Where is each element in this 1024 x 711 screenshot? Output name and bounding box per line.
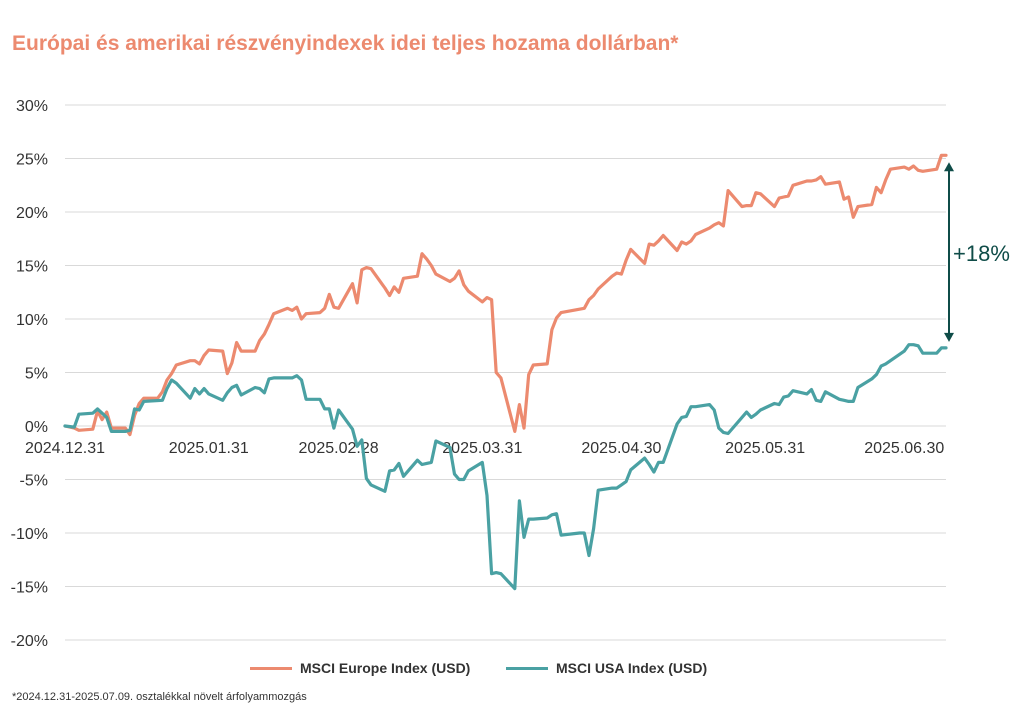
x-axis-tick-labels: 2024.12.31 2025.01.31 2025.02.28 2025.03.31… bbox=[23, 438, 946, 459]
y-tick-label: 10% bbox=[16, 312, 48, 329]
series-lines bbox=[63, 153, 948, 591]
legend-label-usa: MSCI USA Index (USD) bbox=[556, 660, 708, 676]
series-line-europe bbox=[63, 153, 948, 437]
gap-arrowhead-up bbox=[944, 162, 954, 172]
legend-swatch-usa bbox=[506, 666, 548, 670]
gap-annotation: +18% bbox=[944, 162, 1010, 342]
legend-item-europe: MSCI Europe Index (USD) bbox=[250, 660, 470, 676]
footnote: *2024.12.31-2025.07.09. osztalékkal növe… bbox=[12, 691, 307, 703]
x-tick-label: 2025.04.30 bbox=[581, 440, 661, 457]
y-tick-label: 0% bbox=[25, 419, 48, 436]
y-tick-label: 5% bbox=[25, 366, 48, 383]
x-tick-label: 2025.05.31 bbox=[725, 440, 805, 457]
y-tick-label: -10% bbox=[11, 526, 48, 543]
x-tick-label: 2025.06.30 bbox=[864, 440, 944, 457]
x-tick-label: 2025.02.28 bbox=[299, 440, 379, 457]
y-tick-label: 20% bbox=[16, 205, 48, 222]
chart-title: Európai és amerikai részvényindexek idei… bbox=[12, 32, 679, 55]
x-tick-label: 2025.01.31 bbox=[169, 440, 249, 457]
gridlines bbox=[65, 104, 946, 641]
y-tick-label: 25% bbox=[16, 152, 48, 169]
legend-swatch-europe bbox=[250, 666, 292, 670]
y-tick-label: 30% bbox=[16, 98, 48, 115]
y-tick-label: -20% bbox=[11, 633, 48, 650]
y-tick-label: -5% bbox=[20, 473, 48, 490]
x-tick-label: 2025.03.31 bbox=[442, 440, 522, 457]
y-tick-label: 15% bbox=[16, 259, 48, 276]
legend-item-usa: MSCI USA Index (USD) bbox=[506, 660, 707, 676]
series-line-usa bbox=[63, 343, 948, 591]
gap-label: +18% bbox=[953, 241, 1010, 266]
gap-arrowhead-down bbox=[944, 332, 954, 342]
x-tick-label: 2024.12.31 bbox=[25, 440, 105, 457]
legend-label-europe: MSCI Europe Index (USD) bbox=[300, 660, 471, 676]
y-axis-tick-labels: 30% 25% 20% 15% 10% 5% 0% -5% -10% -15% -20% bbox=[11, 98, 48, 650]
y-tick-label: -15% bbox=[11, 580, 48, 597]
